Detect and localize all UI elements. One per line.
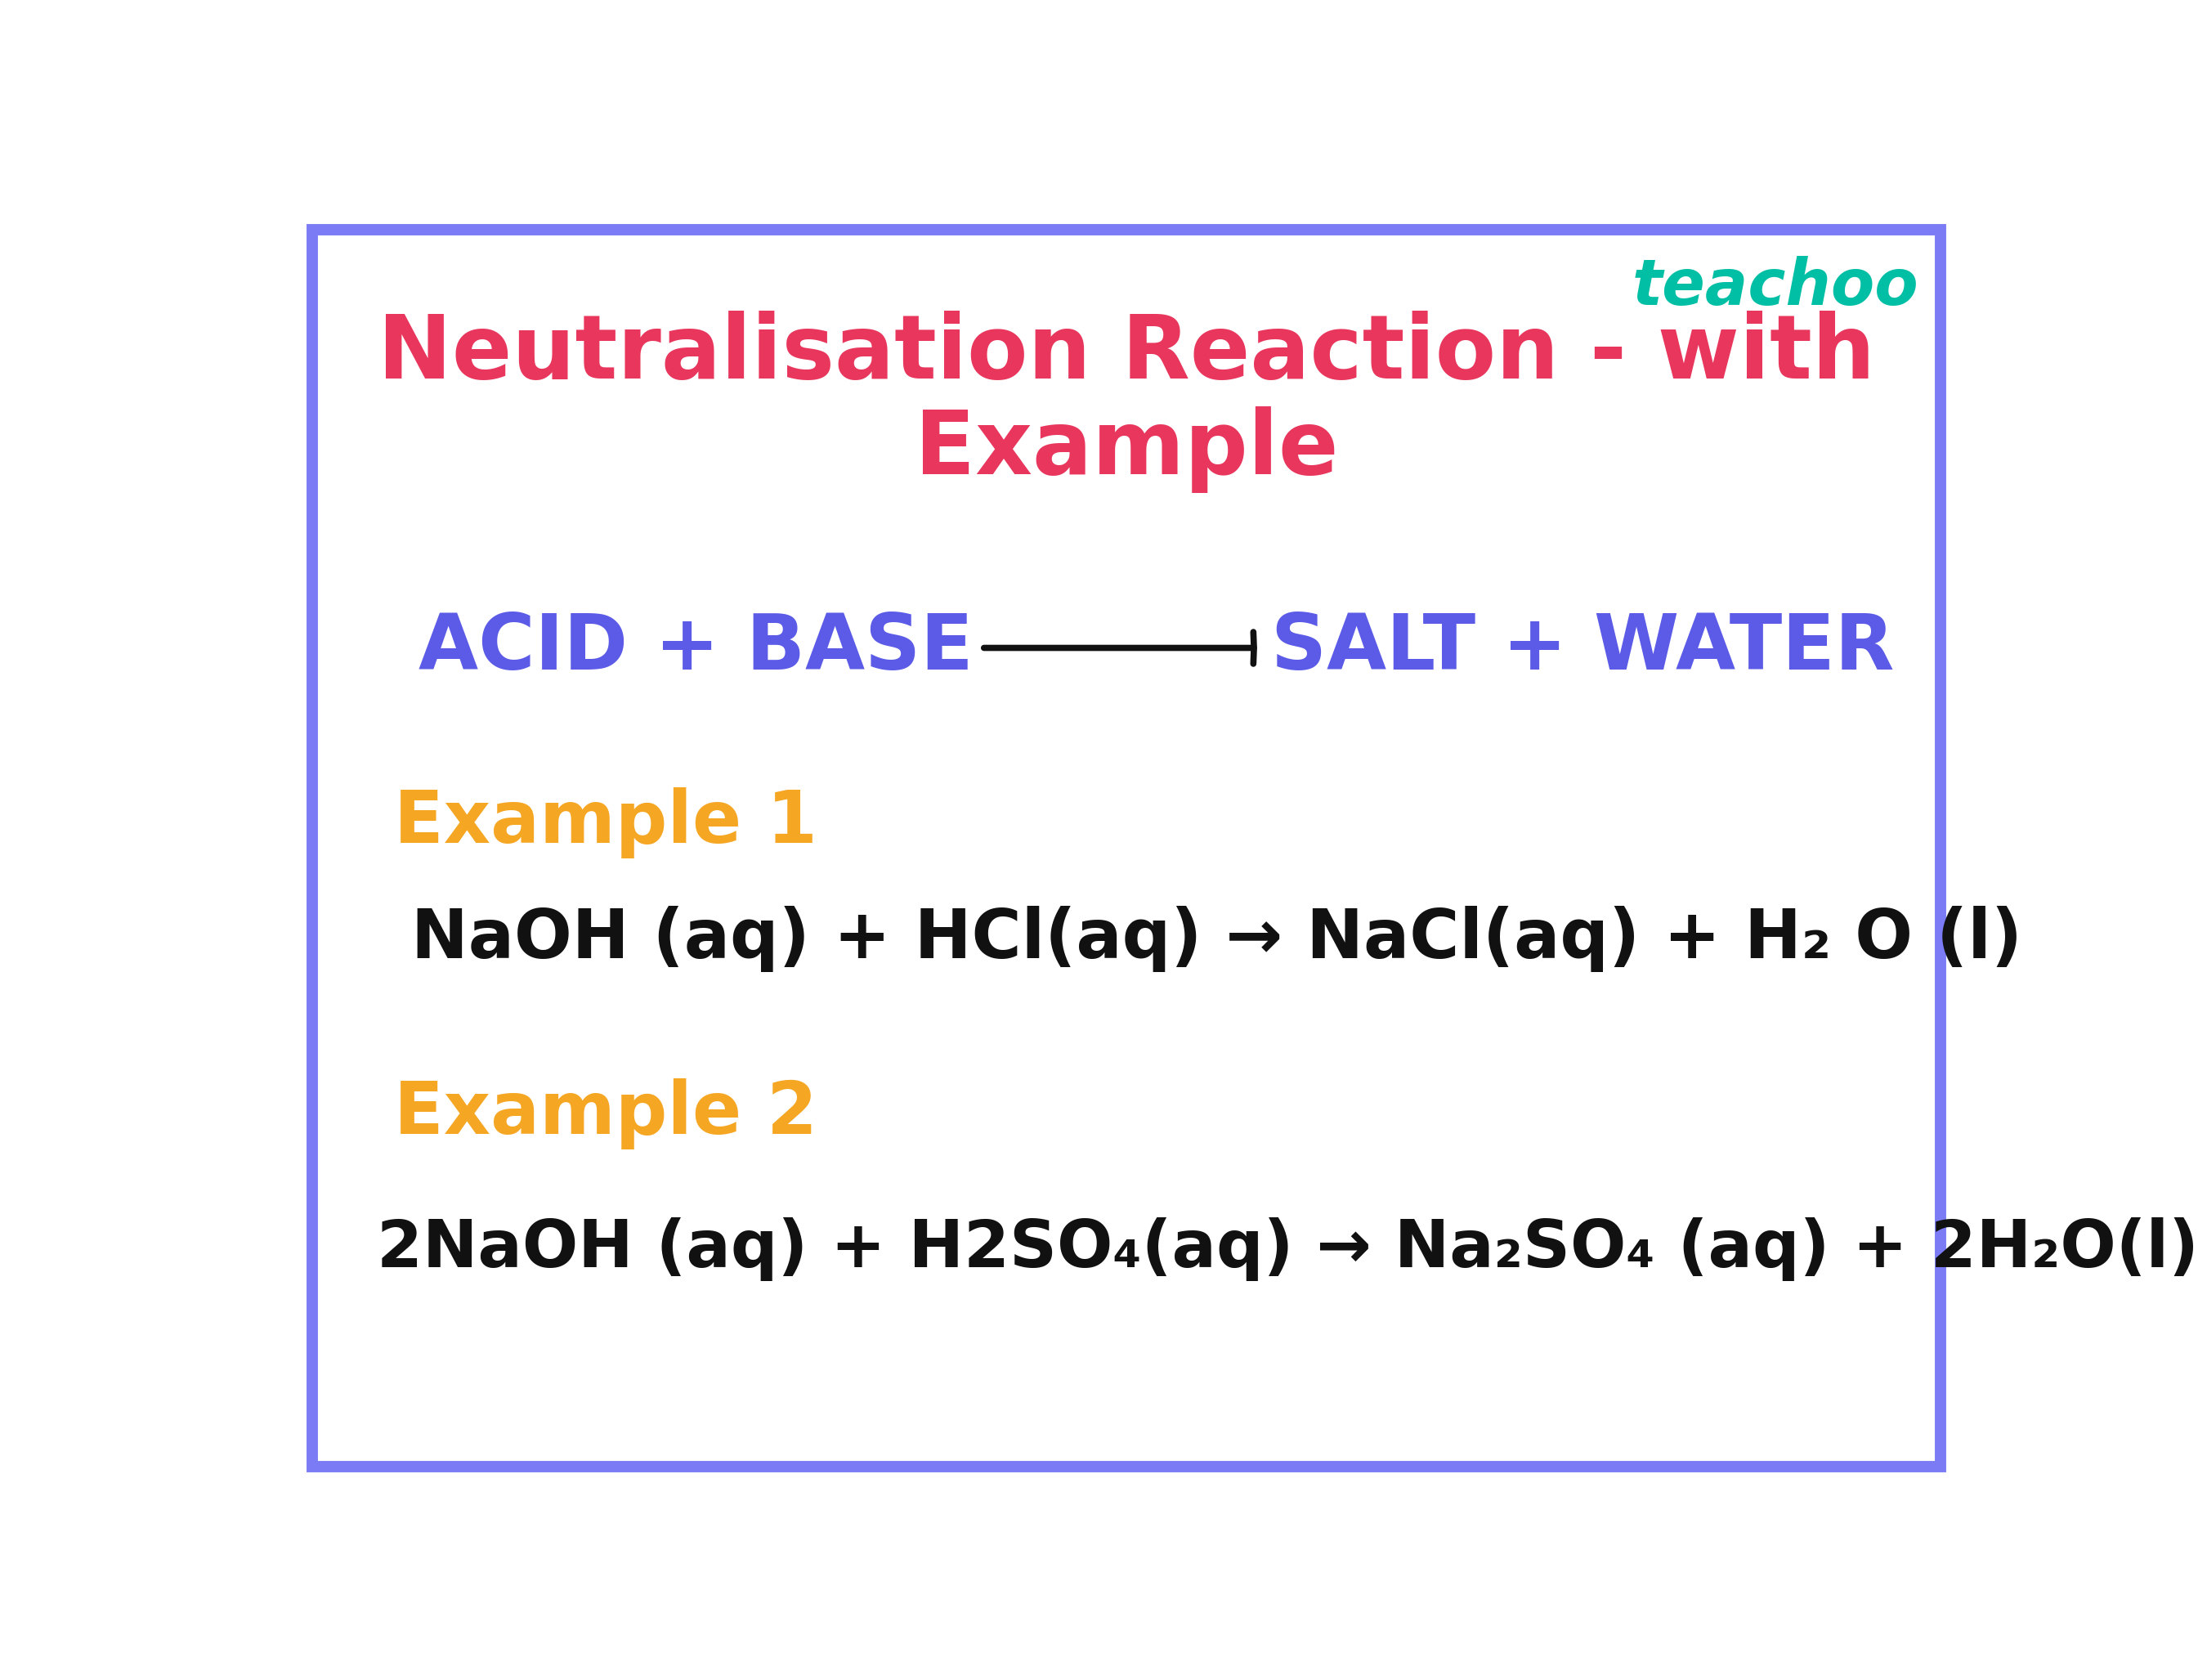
Text: SALT + WATER: SALT + WATER [1270,610,1895,685]
Text: Neutralisation Reaction - with: Neutralisation Reaction - with [378,311,1875,398]
Text: ACID + BASE: ACID + BASE [418,610,974,685]
Text: Example 2: Example 2 [393,1079,818,1149]
Text: Example: Example [914,407,1339,494]
Text: teachoo: teachoo [1631,255,1919,318]
Text: Example 1: Example 1 [393,786,818,858]
FancyBboxPatch shape [312,230,1941,1467]
Text: NaOH (aq) + HCl(aq) → NaCl(aq) + H₂ O (l): NaOH (aq) + HCl(aq) → NaCl(aq) + H₂ O (l… [411,906,2022,973]
Text: 2NaOH (aq) + H2SO₄(aq) → Na₂SO₄ (aq) + 2H₂O(l): 2NaOH (aq) + H2SO₄(aq) → Na₂SO₄ (aq) + 2… [378,1218,2198,1282]
